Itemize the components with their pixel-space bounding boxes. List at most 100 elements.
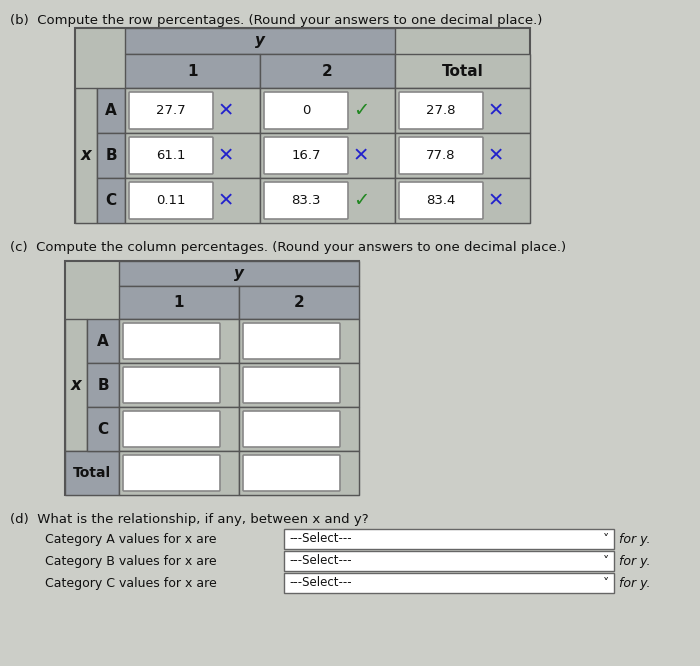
Bar — [87, 363, 119, 407]
Text: ✕: ✕ — [488, 101, 504, 120]
Text: ✕: ✕ — [488, 191, 504, 210]
Text: 1: 1 — [188, 63, 197, 79]
Text: ✓: ✓ — [353, 191, 369, 210]
Text: B: B — [97, 378, 108, 392]
Bar — [119, 319, 239, 363]
Text: B: B — [105, 148, 117, 163]
Text: A: A — [105, 103, 117, 118]
Text: (b)  Compute the row percentages. (Round your answers to one decimal place.): (b) Compute the row percentages. (Round … — [10, 14, 542, 27]
FancyBboxPatch shape — [264, 92, 348, 129]
Bar — [119, 261, 359, 286]
FancyBboxPatch shape — [123, 411, 220, 447]
Bar — [97, 133, 125, 178]
Text: (c)  Compute the column percentages. (Round your answers to one decimal place.): (c) Compute the column percentages. (Rou… — [10, 241, 566, 254]
Bar — [125, 28, 395, 54]
Bar — [119, 363, 239, 407]
Bar — [75, 28, 530, 223]
Text: 27.7: 27.7 — [156, 104, 186, 117]
FancyBboxPatch shape — [243, 411, 340, 447]
Bar — [395, 88, 530, 133]
FancyBboxPatch shape — [399, 182, 483, 219]
Text: ˅: ˅ — [603, 555, 609, 567]
Bar — [239, 319, 359, 363]
Text: 2: 2 — [293, 295, 304, 310]
Text: x: x — [80, 147, 92, 165]
Text: ---Select---: ---Select--- — [289, 555, 351, 567]
Bar — [395, 133, 530, 178]
Bar — [239, 451, 359, 495]
Bar — [125, 133, 260, 178]
Text: Total: Total — [73, 466, 111, 480]
Bar — [97, 178, 125, 223]
Text: y: y — [255, 33, 265, 49]
Text: ✕: ✕ — [218, 191, 234, 210]
FancyBboxPatch shape — [264, 137, 348, 174]
Text: Category C values for x are: Category C values for x are — [45, 577, 217, 589]
Bar — [260, 133, 395, 178]
Text: ✓: ✓ — [353, 101, 369, 120]
Text: 61.1: 61.1 — [156, 149, 186, 162]
FancyBboxPatch shape — [129, 92, 213, 129]
Bar — [125, 88, 260, 133]
Text: C: C — [97, 422, 108, 436]
Bar — [65, 451, 119, 495]
Text: 1: 1 — [174, 295, 184, 310]
Bar — [284, 551, 614, 571]
FancyBboxPatch shape — [243, 455, 340, 491]
Bar — [395, 178, 530, 223]
Text: ---Select---: ---Select--- — [289, 577, 351, 589]
Text: (d)  What is the relationship, if any, between x and y?: (d) What is the relationship, if any, be… — [10, 513, 369, 526]
Bar — [260, 88, 395, 133]
Text: ---Select---: ---Select--- — [289, 533, 351, 545]
Text: 83.4: 83.4 — [426, 194, 456, 207]
Bar — [260, 54, 395, 88]
Text: 83.3: 83.3 — [291, 194, 321, 207]
FancyBboxPatch shape — [123, 367, 220, 403]
Bar — [75, 88, 97, 223]
Bar — [239, 363, 359, 407]
Text: x: x — [71, 376, 81, 394]
Text: 2: 2 — [322, 63, 333, 79]
FancyBboxPatch shape — [123, 455, 220, 491]
FancyBboxPatch shape — [129, 137, 213, 174]
Text: C: C — [106, 193, 117, 208]
Bar — [119, 286, 239, 319]
Text: ˅: ˅ — [603, 533, 609, 545]
Text: Category A values for x are: Category A values for x are — [45, 533, 216, 545]
Bar — [87, 407, 119, 451]
Text: ✕: ✕ — [218, 101, 234, 120]
Bar — [239, 286, 359, 319]
Text: 0: 0 — [302, 104, 310, 117]
Bar — [87, 319, 119, 363]
Text: A: A — [97, 334, 109, 348]
Text: ✕: ✕ — [488, 146, 504, 165]
Text: ✕: ✕ — [353, 146, 369, 165]
Bar — [284, 529, 614, 549]
Bar — [125, 178, 260, 223]
Text: Total: Total — [442, 63, 484, 79]
FancyBboxPatch shape — [123, 323, 220, 359]
Text: for y.: for y. — [619, 577, 650, 589]
Text: for y.: for y. — [619, 555, 650, 567]
Bar — [395, 54, 530, 88]
FancyBboxPatch shape — [243, 367, 340, 403]
Bar — [119, 407, 239, 451]
Bar — [97, 88, 125, 133]
Text: 77.8: 77.8 — [426, 149, 456, 162]
Text: ˅: ˅ — [603, 577, 609, 589]
FancyBboxPatch shape — [264, 182, 348, 219]
Text: y: y — [234, 266, 244, 281]
Text: 27.8: 27.8 — [426, 104, 456, 117]
FancyBboxPatch shape — [399, 92, 483, 129]
Text: 16.7: 16.7 — [291, 149, 321, 162]
Text: ✕: ✕ — [218, 146, 234, 165]
Bar — [260, 178, 395, 223]
FancyBboxPatch shape — [399, 137, 483, 174]
Text: for y.: for y. — [619, 533, 650, 545]
Bar — [284, 573, 614, 593]
Bar — [125, 54, 260, 88]
Bar — [65, 319, 87, 451]
FancyBboxPatch shape — [129, 182, 213, 219]
Bar — [239, 407, 359, 451]
Bar — [119, 451, 239, 495]
